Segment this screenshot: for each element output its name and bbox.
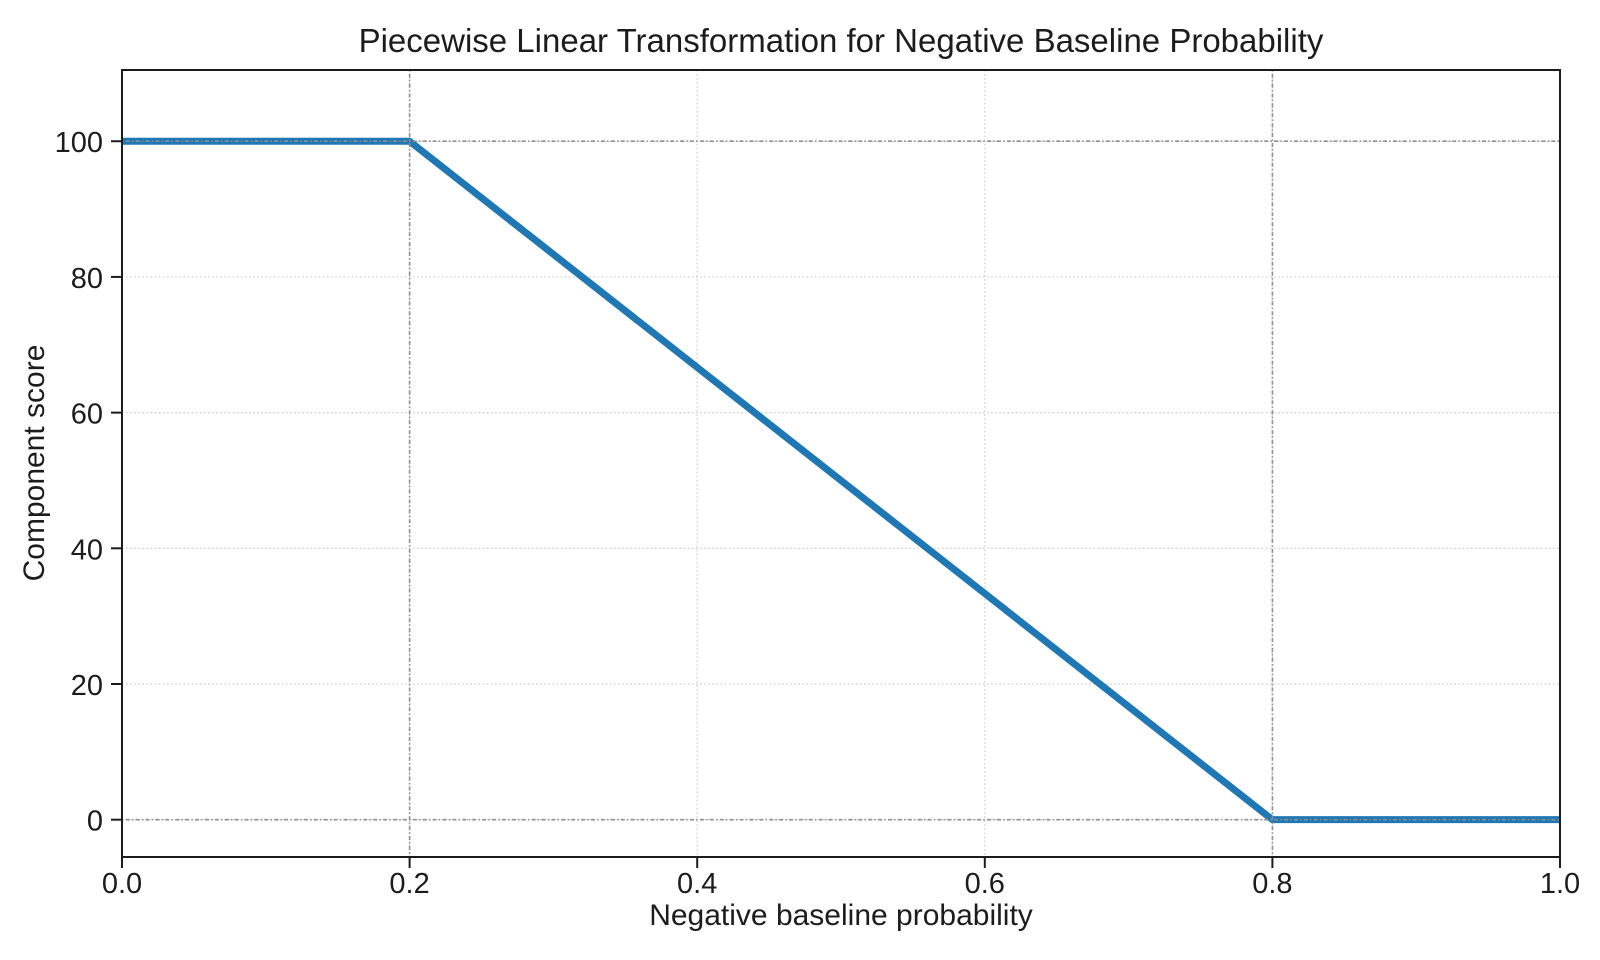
- x-tick-label: 0.4: [677, 868, 717, 900]
- reference-line-layer: [122, 70, 1560, 857]
- series-line: [122, 137, 1560, 824]
- y-axis-label: Component score: [18, 345, 51, 582]
- tick-layer: 0.0 0.2 0.4 0.6 0.8 1.0 0 20 40 60 80 100: [55, 127, 1581, 900]
- x-tick-label: 0.6: [965, 868, 1005, 900]
- y-tick-label: 20: [71, 670, 103, 702]
- x-tick-label: 0.0: [102, 868, 142, 900]
- chart-title: Piecewise Linear Transformation for Nega…: [359, 22, 1324, 59]
- x-tick-label: 1.0: [1540, 868, 1580, 900]
- x-tick-label: 0.8: [1252, 868, 1292, 900]
- y-tick-label: 80: [71, 263, 103, 295]
- x-axis-label: Negative baseline probability: [649, 899, 1033, 932]
- grid-layer: [121, 70, 1561, 857]
- y-tick-label: 60: [71, 399, 103, 431]
- plot-border: [121, 69, 1561, 858]
- series-layer: [122, 137, 1560, 824]
- x-tick-label: 0.2: [389, 868, 429, 900]
- y-tick-label: 40: [71, 534, 103, 566]
- y-tick-label: 0: [87, 806, 103, 838]
- y-tick-label: 100: [55, 127, 103, 159]
